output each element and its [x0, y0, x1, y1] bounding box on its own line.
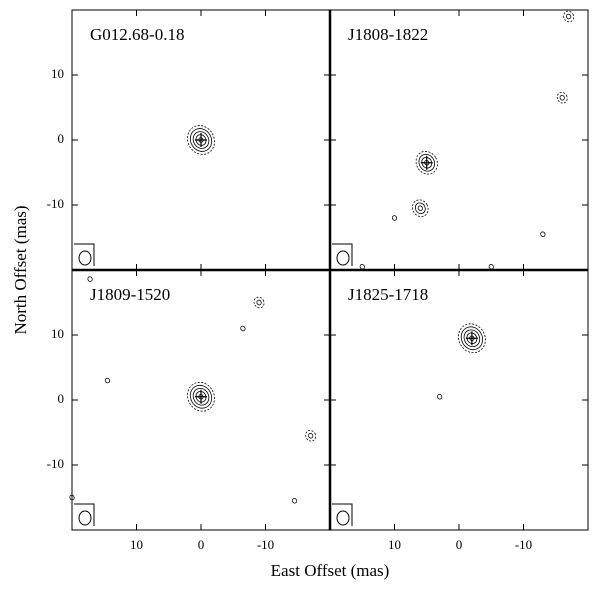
- contour-level: [198, 137, 204, 143]
- y-tick-label: 0: [58, 391, 65, 406]
- contour-level: [469, 335, 475, 341]
- contour-level: [540, 231, 546, 237]
- contour-level: [87, 276, 93, 282]
- contour-level: [437, 394, 443, 400]
- contour-level: [563, 10, 575, 23]
- contour-level: [308, 433, 314, 439]
- contour-level: [187, 381, 215, 412]
- x-tick-label: 0: [456, 537, 463, 552]
- contour-level: [415, 150, 438, 175]
- contour-level: [391, 215, 398, 221]
- beam: [336, 510, 350, 526]
- panel-frame: [329, 9, 589, 271]
- contour-level: [253, 296, 265, 309]
- source: [556, 91, 568, 104]
- beam: [336, 250, 350, 266]
- source: [415, 150, 438, 175]
- contour-level: [305, 429, 317, 442]
- contour-level: [556, 91, 568, 104]
- contour-level: [424, 160, 430, 166]
- panel-title: J1809-1520: [90, 285, 170, 304]
- contour-level: [463, 329, 481, 348]
- contour-level: [187, 125, 215, 155]
- source: [240, 325, 246, 332]
- beam-box: [74, 243, 95, 266]
- beam: [78, 250, 92, 266]
- source: [253, 296, 265, 309]
- x-tick-label: -10: [257, 537, 274, 552]
- source: [104, 377, 111, 384]
- panel-frame: [329, 269, 589, 531]
- contour-level: [192, 387, 210, 406]
- contour-level: [457, 323, 486, 354]
- contour-level: [421, 156, 433, 169]
- contour-core: [195, 389, 207, 404]
- contour-level: [466, 332, 478, 345]
- beam-box: [332, 243, 353, 266]
- x-tick-label: 0: [198, 537, 205, 552]
- source: [437, 394, 443, 400]
- contour-level: [256, 299, 262, 306]
- source: [69, 494, 75, 501]
- contour-level: [559, 95, 565, 101]
- contour-level: [418, 153, 435, 172]
- beam-box: [332, 503, 353, 526]
- contour-level: [414, 202, 426, 215]
- contour-level: [192, 131, 210, 149]
- contour-level: [566, 13, 572, 20]
- y-tick-label: -10: [47, 196, 64, 211]
- contour-level: [195, 390, 207, 403]
- beam: [78, 510, 92, 526]
- source: [563, 10, 575, 23]
- contour-level: [195, 134, 207, 146]
- y-tick-label: 10: [51, 326, 64, 341]
- contour-level: [291, 498, 298, 504]
- panel-title: G012.68-0.18: [90, 25, 184, 44]
- contour-level: [240, 325, 246, 332]
- contour-level: [412, 199, 429, 218]
- source: [291, 498, 298, 504]
- contour-level: [417, 205, 423, 211]
- x-tick-label: -10: [515, 537, 532, 552]
- contour-level: [198, 394, 204, 400]
- source: [187, 125, 215, 155]
- contour-level: [104, 377, 111, 384]
- source: [87, 276, 93, 282]
- contour-level: [69, 494, 75, 501]
- x-tick-label: 10: [130, 537, 143, 552]
- contour-level: [460, 326, 483, 351]
- y-axis-label: North Offset (mas): [11, 205, 30, 334]
- panel-title: J1808-1822: [348, 25, 428, 44]
- source: [305, 429, 317, 442]
- contour-core: [465, 331, 478, 346]
- contour-core: [420, 155, 433, 170]
- panel-title: J1825-1718: [348, 285, 428, 304]
- contour-core: [195, 133, 207, 147]
- contour-level: [189, 384, 213, 409]
- y-tick-label: -10: [47, 456, 64, 471]
- beam-box: [74, 503, 95, 526]
- contour-level: [189, 128, 213, 152]
- source: [412, 199, 429, 218]
- source: [187, 381, 215, 412]
- source: [540, 231, 546, 237]
- x-axis-label: East Offset (mas): [271, 561, 390, 580]
- y-tick-label: 10: [51, 66, 64, 81]
- source: [457, 323, 486, 354]
- source: [391, 215, 398, 221]
- y-tick-label: 0: [58, 131, 65, 146]
- x-tick-label: 10: [388, 537, 401, 552]
